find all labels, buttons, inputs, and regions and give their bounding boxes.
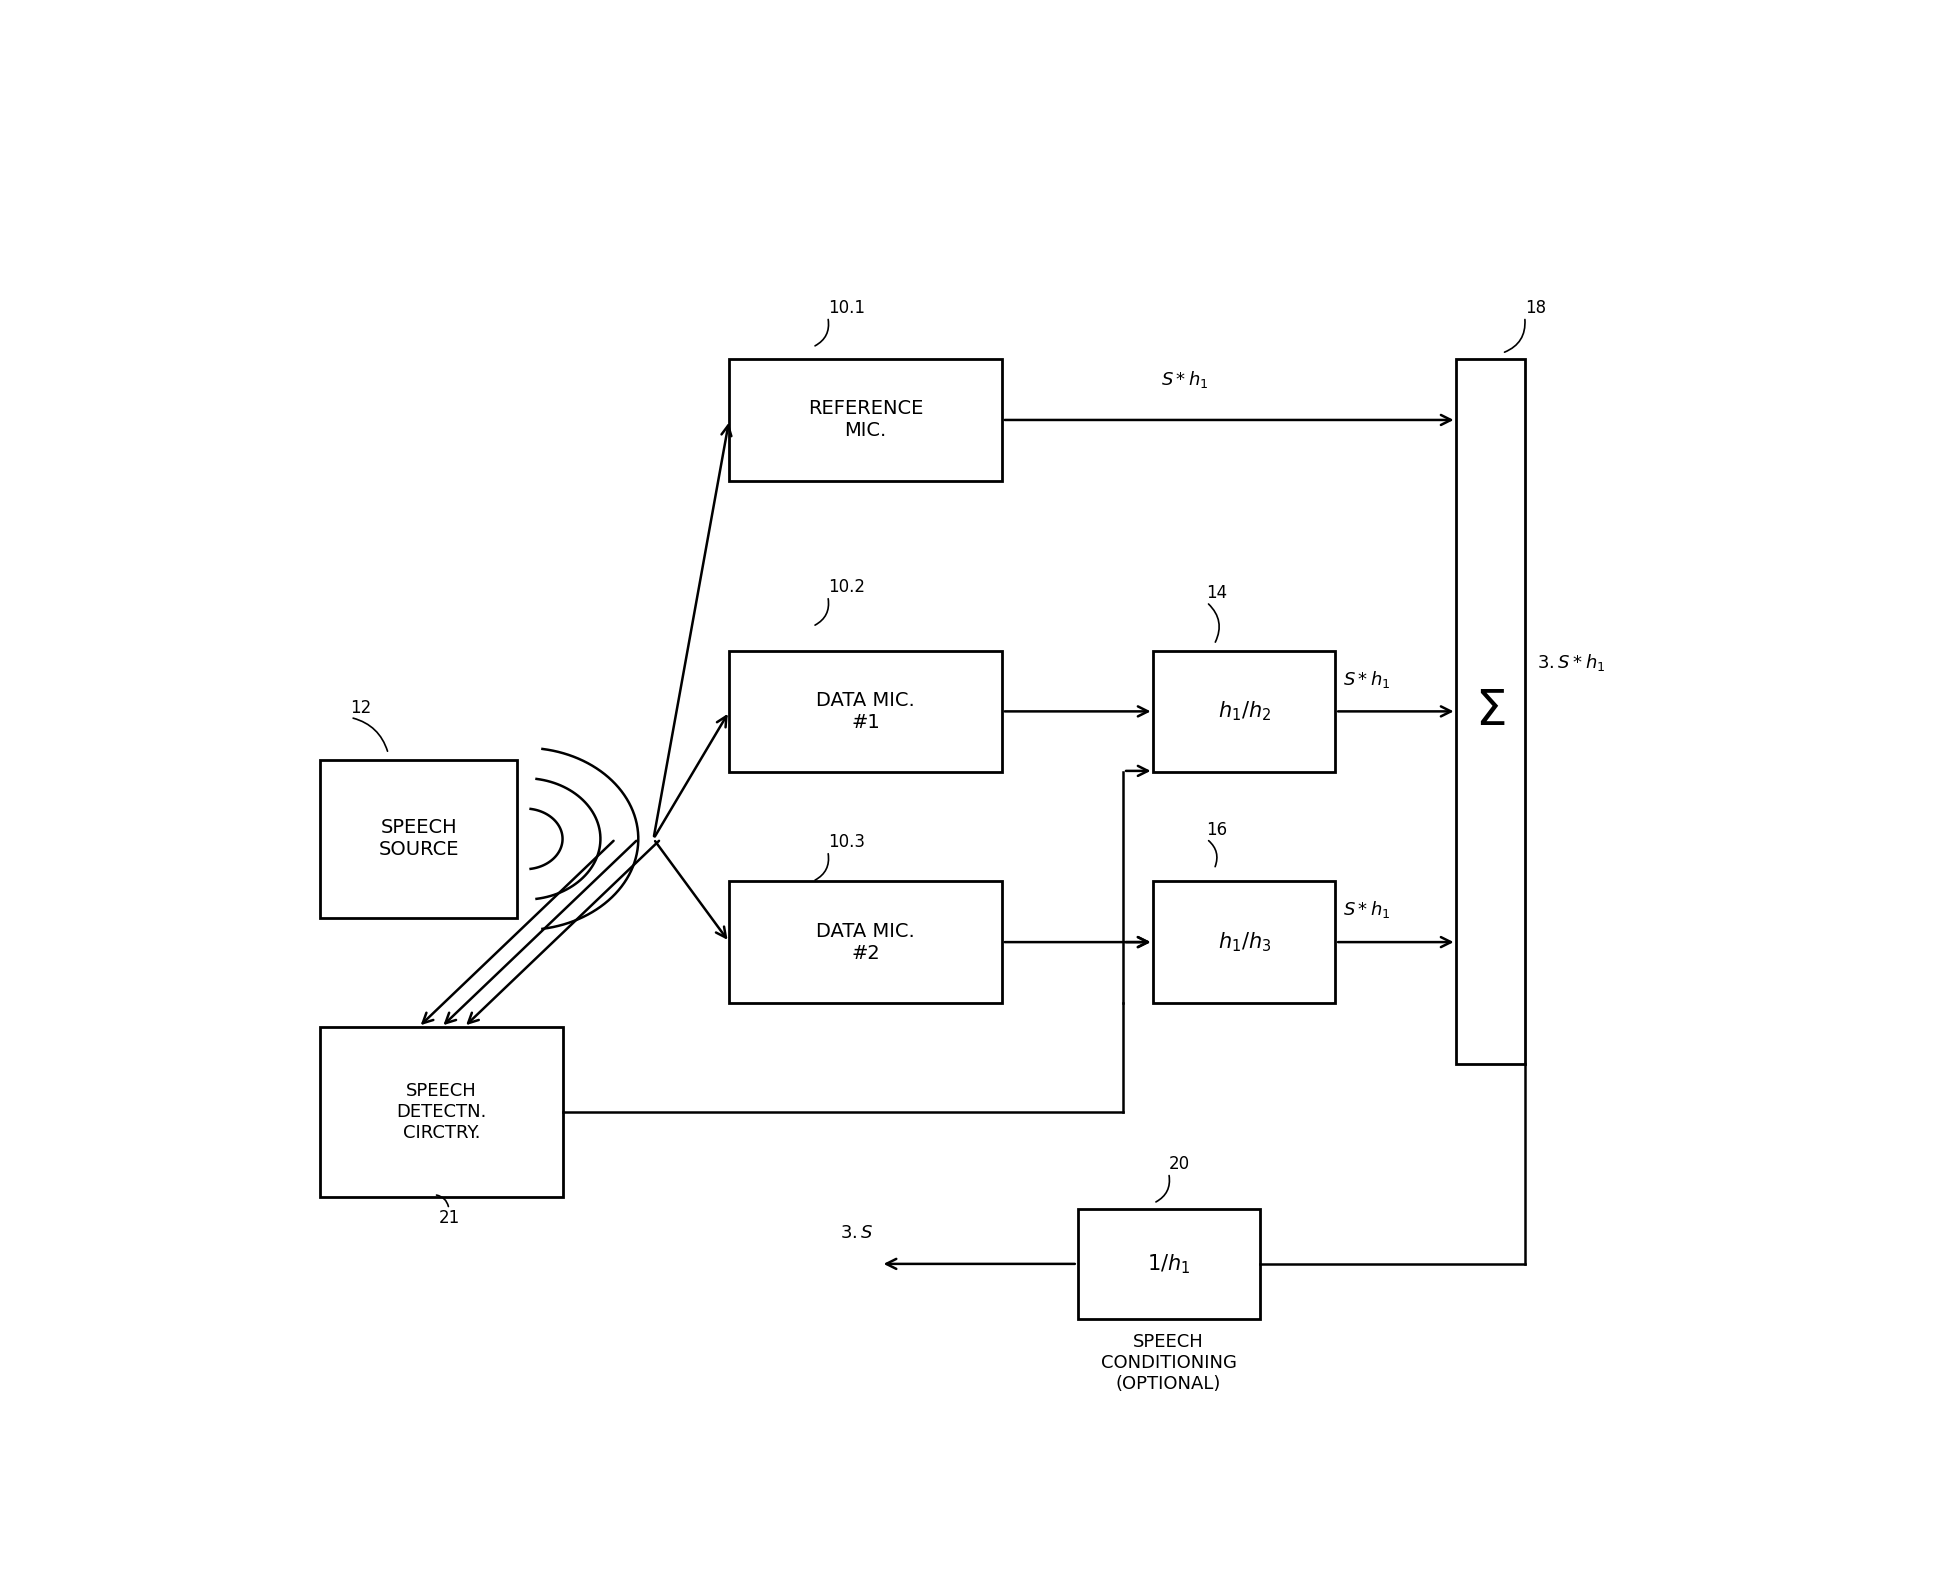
FancyBboxPatch shape — [1153, 882, 1335, 1003]
FancyBboxPatch shape — [1456, 360, 1525, 1063]
Text: $3.S*h_1$: $3.S*h_1$ — [1537, 653, 1605, 673]
Text: SPEECH
SOURCE: SPEECH SOURCE — [379, 818, 459, 859]
FancyBboxPatch shape — [1153, 651, 1335, 773]
Text: $h_1/h_3$: $h_1/h_3$ — [1218, 930, 1271, 954]
Text: SPEECH
DETECTN.
CIRCTRY.: SPEECH DETECTN. CIRCTRY. — [397, 1082, 487, 1142]
Text: 10.3: 10.3 — [827, 833, 864, 852]
Text: 14: 14 — [1206, 583, 1228, 602]
Text: 21: 21 — [438, 1210, 459, 1227]
Text: $1/h_1$: $1/h_1$ — [1148, 1252, 1191, 1276]
FancyBboxPatch shape — [729, 882, 1001, 1003]
Text: 10.1: 10.1 — [827, 298, 864, 317]
Text: $h_1/h_2$: $h_1/h_2$ — [1218, 700, 1271, 724]
FancyBboxPatch shape — [321, 1027, 563, 1197]
Text: DATA MIC.
#2: DATA MIC. #2 — [815, 921, 915, 962]
FancyBboxPatch shape — [729, 360, 1001, 481]
Text: 20: 20 — [1169, 1154, 1191, 1173]
Text: $S*h_1$: $S*h_1$ — [1161, 369, 1208, 390]
Text: 10.2: 10.2 — [827, 579, 864, 596]
Text: $\Sigma$: $\Sigma$ — [1476, 686, 1505, 736]
Text: 16: 16 — [1206, 822, 1228, 839]
Text: SPEECH
CONDITIONING
(OPTIONAL): SPEECH CONDITIONING (OPTIONAL) — [1101, 1333, 1238, 1392]
Text: 18: 18 — [1525, 298, 1546, 317]
FancyBboxPatch shape — [1077, 1210, 1259, 1318]
Text: DATA MIC.
#1: DATA MIC. #1 — [815, 691, 915, 732]
FancyBboxPatch shape — [321, 760, 516, 918]
Text: $3.S$: $3.S$ — [839, 1224, 874, 1243]
Text: 12: 12 — [350, 700, 371, 718]
Text: $S*h_1$: $S*h_1$ — [1343, 669, 1390, 689]
FancyBboxPatch shape — [729, 651, 1001, 773]
Text: REFERENCE
MIC.: REFERENCE MIC. — [807, 399, 923, 440]
Text: $S*h_1$: $S*h_1$ — [1343, 899, 1390, 921]
